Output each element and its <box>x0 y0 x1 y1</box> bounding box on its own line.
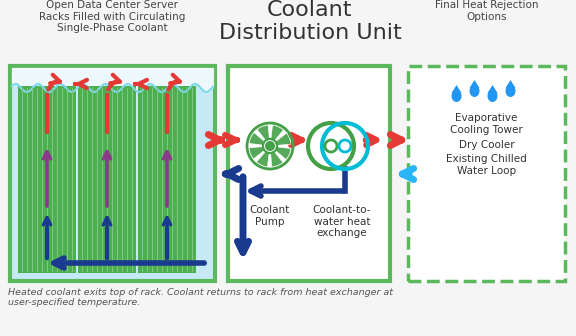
Wedge shape <box>270 146 283 167</box>
Wedge shape <box>257 125 270 146</box>
Wedge shape <box>249 132 270 146</box>
Wedge shape <box>249 146 270 159</box>
Wedge shape <box>256 146 270 167</box>
Text: Coolant
Distribution Unit: Coolant Distribution Unit <box>219 0 401 43</box>
Text: Open Data Center Server
Racks Filled with Circulating
Single-Phase Coolant: Open Data Center Server Racks Filled wit… <box>39 0 185 33</box>
FancyBboxPatch shape <box>138 86 196 273</box>
Text: Coolant-to-
water heat
exchange: Coolant-to- water heat exchange <box>313 205 372 238</box>
Text: Evaporative
Cooling Tower: Evaporative Cooling Tower <box>450 113 523 135</box>
Polygon shape <box>506 80 516 88</box>
Polygon shape <box>469 80 479 88</box>
Wedge shape <box>270 133 291 146</box>
FancyBboxPatch shape <box>18 86 76 273</box>
Circle shape <box>263 139 277 153</box>
Ellipse shape <box>469 85 479 97</box>
Wedge shape <box>270 125 283 146</box>
Circle shape <box>265 141 275 151</box>
FancyBboxPatch shape <box>78 86 136 273</box>
FancyBboxPatch shape <box>10 66 215 281</box>
Text: Coolant
Pump: Coolant Pump <box>250 205 290 226</box>
Text: Heated coolant exits top of rack. Coolant returns to rack from heat exchanger at: Heated coolant exits top of rack. Coolan… <box>8 288 393 307</box>
Text: Existing Chilled
Water Loop: Existing Chilled Water Loop <box>446 154 527 176</box>
Text: Dry Cooler: Dry Cooler <box>458 140 514 150</box>
Polygon shape <box>452 85 461 93</box>
FancyBboxPatch shape <box>228 66 390 281</box>
FancyBboxPatch shape <box>408 66 565 281</box>
Polygon shape <box>487 85 498 93</box>
Ellipse shape <box>487 90 498 102</box>
Wedge shape <box>270 146 291 160</box>
Ellipse shape <box>506 85 516 97</box>
Text: Final Heat Rejection
Options: Final Heat Rejection Options <box>435 0 538 22</box>
Ellipse shape <box>452 90 461 102</box>
